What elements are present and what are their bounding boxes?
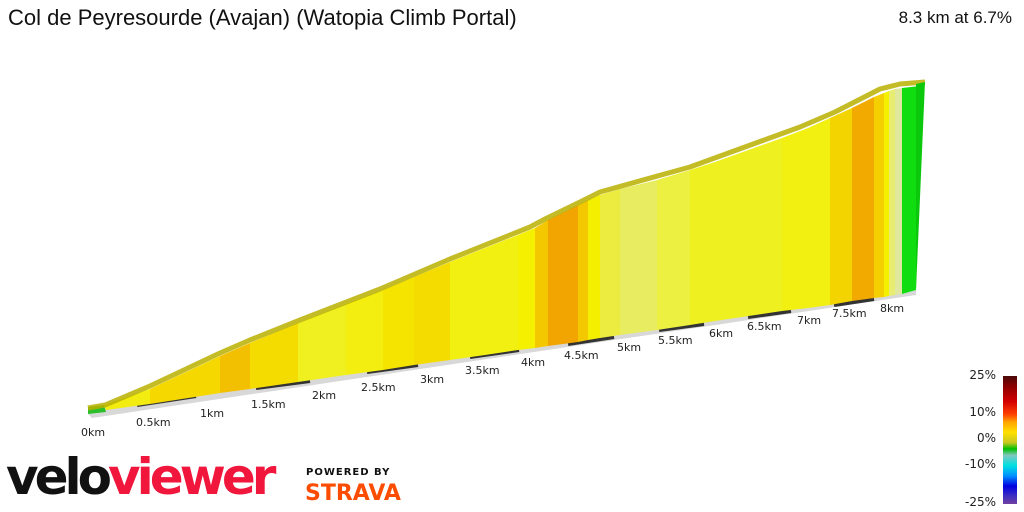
gradient-legend: 25% 10% 0% -10% -25% [955,368,1024,512]
tick-label: 8km [880,302,904,315]
tick-label: 1km [200,407,224,420]
tick-label: 1.5km [251,398,286,411]
tick-label: 5km [617,341,641,354]
legend-label-max: 25% [969,368,996,382]
tick-label: 2.5km [361,381,396,394]
profile-end-face [916,82,925,290]
tick-label: 2km [312,389,336,402]
gradient-segments [88,86,920,414]
tick-label: 7.5km [832,307,867,320]
gradient-colorbar [1003,376,1017,504]
logo-viewer: viewer [108,448,276,506]
profile-top-edge [87,79,926,411]
legend-label-min: -25% [964,495,996,509]
tick-label: 7km [797,314,821,327]
tick-label: 4km [521,356,545,369]
climb-summary: 8.3 km at 6.7% [898,8,1012,27]
tick-label: 4.5km [564,349,599,362]
tick-label: 6.5km [747,320,782,333]
tick-label: 3km [420,373,444,386]
logo-velo: velo [6,448,112,506]
tick-label: 0.5km [136,416,171,429]
tick-label: 3.5km [465,364,500,377]
tick-label: 6km [709,327,733,340]
powered-by-label: POWERED BY [306,467,391,478]
climb-title: Col de Peyresourde (Avajan) (Watopia Cli… [8,5,517,30]
legend-label-10: 10% [969,405,996,419]
legend-label-neg10: -10% [964,457,996,471]
veloviewer-logo: veloviewer [6,452,276,502]
distance-tick-labels: 0km 0.5km 1km 1.5km 2km 2.5km 3km 3.5km … [81,302,904,439]
tick-label: 5.5km [658,334,693,347]
tick-label: 0km [81,426,105,439]
legend-label-0: 0% [976,431,996,445]
strava-logo: STRAVA [305,481,401,506]
